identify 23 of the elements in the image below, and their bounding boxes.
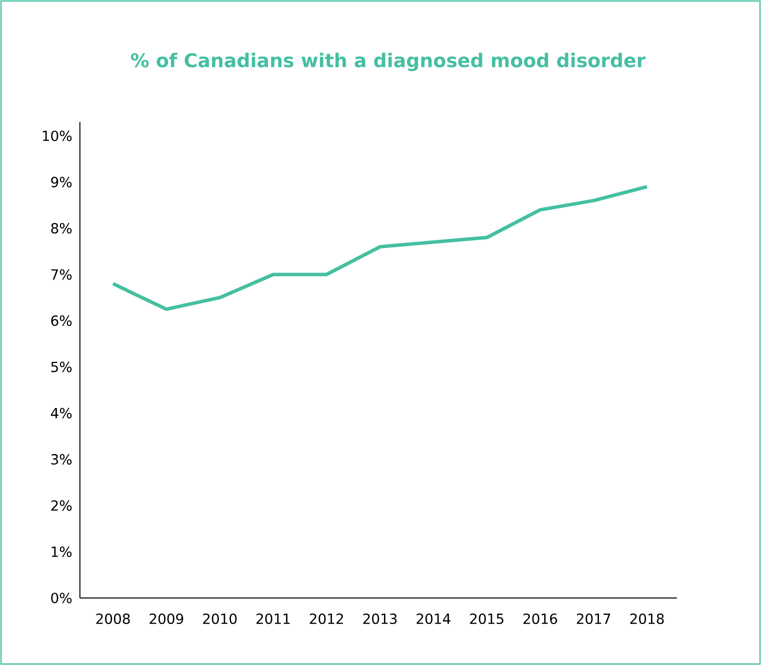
x-tick-label: 2017: [576, 613, 610, 624]
y-tick-label: 1%: [52, 546, 72, 558]
y-tick-label: 0%: [51, 592, 72, 604]
x-tick-label: 2013: [363, 613, 397, 624]
y-tick-label: 9%: [51, 176, 72, 188]
x-tick-label: 2015: [470, 613, 504, 624]
y-tick-label: 2%: [51, 500, 72, 511]
x-tick-label: 2010: [203, 613, 237, 624]
y-tick-label: 8%: [51, 222, 72, 234]
y-tick-label: 3%: [51, 454, 72, 465]
y-tick-label: 5%: [51, 362, 72, 372]
y-tick-label: 7%: [51, 269, 72, 280]
y-tick-label: 4%: [50, 408, 72, 418]
y-tick-label: 10%: [42, 130, 72, 142]
x-tick-label: 2009: [150, 613, 184, 624]
x-tick-label: 2016: [523, 613, 558, 624]
chart-title: % of Canadians with a diagnosed mood disorder: [131, 52, 646, 72]
x-tick-label: 2012: [310, 613, 343, 624]
x-tick-label: 2018: [630, 613, 664, 624]
y-tick-label: 6%: [51, 315, 72, 326]
x-tick-label: 2014: [416, 613, 450, 624]
x-tick-label: 2008: [96, 613, 130, 624]
x-tick-label: 2011: [256, 613, 290, 624]
